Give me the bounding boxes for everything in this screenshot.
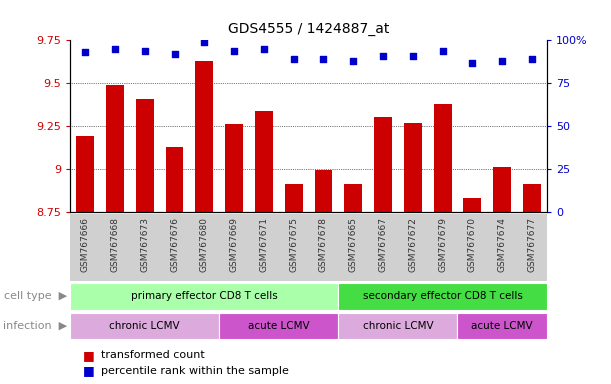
Text: transformed count: transformed count [101, 350, 205, 360]
Point [527, 56, 537, 62]
Bar [458, 313, 547, 339]
Text: chronic LCMV: chronic LCMV [109, 321, 180, 331]
Text: acute LCMV: acute LCMV [248, 321, 310, 331]
Text: GSM767677: GSM767677 [527, 217, 536, 272]
Point [378, 53, 388, 59]
Point [110, 46, 120, 52]
Bar [404, 122, 422, 212]
Text: cell type  ▶: cell type ▶ [4, 291, 67, 301]
Bar [345, 184, 362, 212]
Point [497, 58, 507, 64]
Bar [434, 104, 452, 212]
Point [199, 39, 209, 45]
Text: secondary effector CD8 T cells: secondary effector CD8 T cells [363, 291, 522, 301]
Text: GSM767674: GSM767674 [498, 217, 507, 272]
Point [80, 49, 90, 55]
Bar [166, 147, 183, 212]
Bar [136, 99, 154, 212]
Point [437, 48, 447, 54]
Text: ■: ■ [82, 349, 94, 362]
Text: percentile rank within the sample: percentile rank within the sample [101, 366, 288, 376]
Text: chronic LCMV: chronic LCMV [362, 321, 433, 331]
Text: GSM767679: GSM767679 [438, 217, 447, 272]
Text: ■: ■ [82, 364, 94, 377]
Point [289, 56, 299, 62]
Text: GSM767667: GSM767667 [379, 217, 387, 272]
Point [408, 53, 418, 59]
Text: GSM767666: GSM767666 [81, 217, 90, 272]
Text: GSM767676: GSM767676 [170, 217, 179, 272]
Bar [463, 198, 481, 212]
Text: GSM767668: GSM767668 [111, 217, 119, 272]
Bar [315, 170, 332, 212]
Text: GSM767669: GSM767669 [230, 217, 238, 272]
Point [170, 51, 180, 57]
Text: primary effector CD8 T cells: primary effector CD8 T cells [131, 291, 277, 301]
Bar [493, 167, 511, 212]
Bar [76, 136, 94, 212]
Bar [70, 283, 338, 310]
Bar [374, 118, 392, 212]
Text: GSM767671: GSM767671 [260, 217, 268, 272]
Bar [285, 184, 302, 212]
Point [467, 60, 477, 66]
Text: GSM767670: GSM767670 [468, 217, 477, 272]
Text: GSM767665: GSM767665 [349, 217, 357, 272]
Text: infection  ▶: infection ▶ [3, 321, 67, 331]
Bar [106, 85, 124, 212]
Text: GSM767680: GSM767680 [200, 217, 209, 272]
Bar [70, 313, 219, 339]
Bar [338, 283, 547, 310]
Text: GDS4555 / 1424887_at: GDS4555 / 1424887_at [228, 23, 389, 36]
Bar [225, 124, 243, 212]
Point [140, 48, 150, 54]
Point [348, 58, 358, 64]
Bar [523, 184, 541, 212]
Bar [255, 111, 273, 212]
Text: GSM767672: GSM767672 [408, 217, 417, 272]
Point [229, 48, 239, 54]
Text: GSM767673: GSM767673 [141, 217, 149, 272]
Text: GSM767675: GSM767675 [289, 217, 298, 272]
Text: acute LCMV: acute LCMV [471, 321, 533, 331]
Point [318, 56, 328, 62]
Point [259, 46, 269, 52]
Text: GSM767678: GSM767678 [319, 217, 328, 272]
Bar [338, 313, 458, 339]
Bar [219, 313, 338, 339]
Bar [196, 61, 213, 212]
